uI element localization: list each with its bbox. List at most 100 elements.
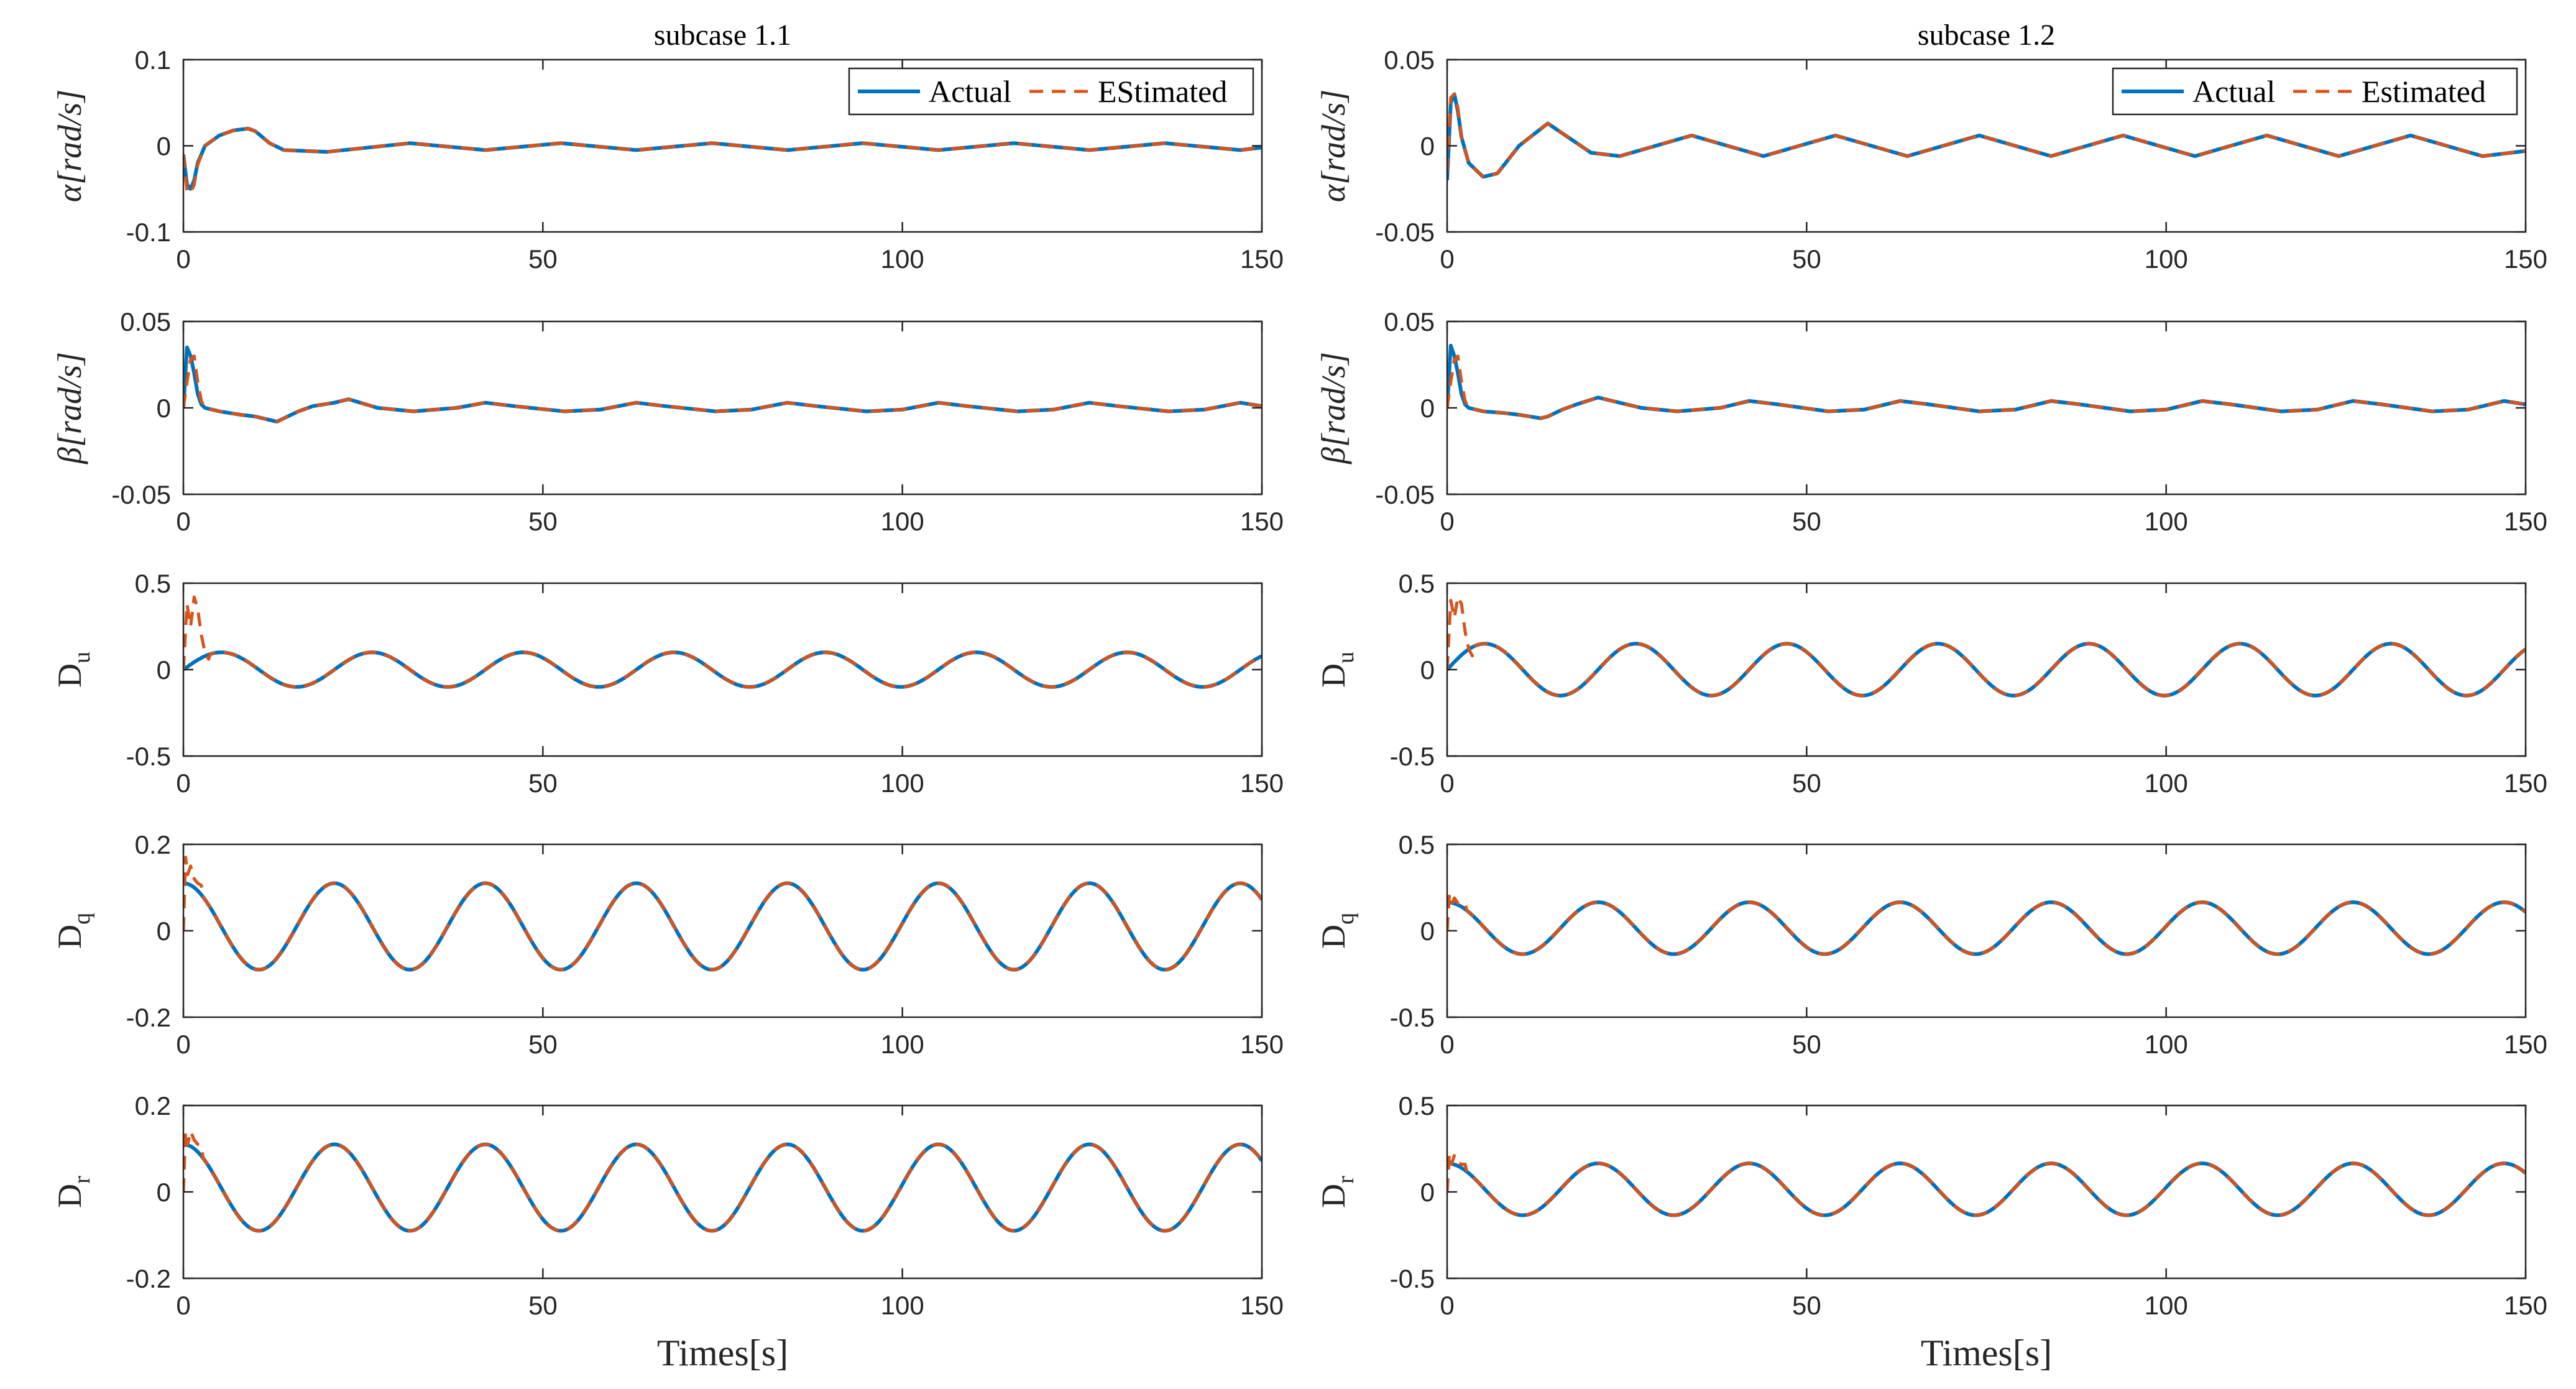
series-line-estimated [183,127,1262,195]
y-axis-label: Dr [1315,1176,1359,1208]
x-tick-label: 100 [2145,1291,2188,1320]
legend-label-estimated: Estimated [2362,74,2486,109]
series-line-actual [1447,900,2526,956]
axes-box [182,843,1263,1018]
x-tick-label: 0 [1440,507,1454,536]
y-tick-label: -0.5 [126,742,171,771]
x-tick-label: 0 [1440,768,1454,798]
axes-box [1446,320,2527,496]
y-tick-label: -0.5 [1390,742,1435,771]
x-tick-label: 50 [1792,1291,1821,1320]
series-line-estimated [1447,354,2526,420]
x-tick-label: 50 [528,244,558,274]
y-tick-label: -0.2 [126,1264,171,1293]
legend: Actual EStimated [848,67,1254,116]
axes-box [1446,843,2527,1018]
legend: Actual Estimated [2112,67,2518,116]
subplot-5: 0 50 100 150-0.500.5Du [51,569,1284,798]
y-tick-label: 0.05 [120,307,171,336]
y-tick-label: 0.1 [135,45,171,75]
x-tick-label: 0 [1440,1291,1454,1320]
y-tick-label: 0.05 [1384,45,1435,75]
y-axis-label: Dr [51,1176,95,1208]
y-tick-label: 0 [157,394,171,423]
subplot-title: subcase 1.2 [1918,19,2055,52]
x-tick-label: 100 [2145,768,2188,798]
x-axis-label: Times[s] [657,1332,788,1373]
y-tick-label: -0.2 [126,1003,171,1032]
subplot-title: subcase 1.1 [654,19,791,52]
y-tick-label: -0.05 [1375,480,1435,509]
x-tick-label: 100 [881,244,924,274]
legend-label-actual: Actual [929,74,1011,109]
y-axis-label: β̇[rad/s] [1315,352,1352,464]
series-line-actual [183,1142,1262,1233]
y-tick-label: 0 [157,916,171,946]
series-line-estimated [183,856,1262,971]
y-tick-label: 0.5 [1399,830,1435,859]
x-tick-label: 150 [1240,1291,1284,1320]
x-tick-label: 100 [881,1291,924,1320]
x-tick-label: 150 [1240,768,1284,798]
x-tick-label: 100 [881,768,924,798]
y-tick-label: 0 [1420,655,1435,685]
x-tick-label: 100 [881,1030,924,1059]
y-tick-label: 0.5 [1399,569,1435,598]
y-tick-label: 0 [1420,394,1435,423]
x-tick-label: 150 [2504,1030,2547,1059]
y-tick-label: 0.5 [1399,1091,1435,1120]
y-axis-label: α̇[rad/s] [51,90,88,202]
series-line-estimated [183,595,1262,689]
x-tick-label: 50 [528,1291,558,1320]
y-axis-label: α̇[rad/s] [1315,90,1352,202]
series-line-estimated [1447,894,2526,956]
axes-box [182,320,1263,496]
y-tick-label: 0 [157,132,171,161]
subplot-8: 0 50 100 150-0.500.5Dq [1315,830,2547,1059]
x-tick-label: 0 [176,1291,190,1320]
y-tick-label: 0.2 [135,830,171,859]
subplot-6: 0 50 100 150-0.500.5Du [1315,569,2547,798]
y-tick-label: -0.05 [111,480,171,509]
y-axis-label: Dq [1315,913,1359,949]
y-tick-label: 0 [1420,132,1435,161]
series-line-actual [1447,343,2526,420]
series-line-estimated [183,1130,1262,1232]
x-tick-label: 100 [2145,1030,2188,1059]
y-tick-label: 0.5 [135,569,171,598]
x-tick-label: 100 [2145,507,2188,536]
x-tick-label: 0 [1440,1030,1454,1059]
series-line-estimated [1447,92,2526,178]
subplot-7: 0 50 100 150-0.200.2Dq [51,830,1284,1059]
y-axis-label: Du [51,652,95,688]
x-tick-label: 0 [176,768,190,798]
series-line-actual [183,881,1262,972]
series-line-estimated [1447,1152,2526,1217]
x-tick-label: 150 [2504,768,2547,798]
y-tick-label: 0 [1420,916,1435,946]
x-tick-label: 100 [881,507,924,536]
legend-label-estimated: EStimated [1098,74,1227,109]
y-tick-label: 0 [1420,1178,1435,1207]
x-tick-label: 50 [1792,768,1821,798]
series-line-actual [183,126,1262,191]
y-tick-label: 0 [157,655,171,685]
x-tick-label: 0 [176,1030,190,1059]
y-axis-label: Dq [51,913,95,949]
y-axis-label: Du [1315,652,1359,688]
x-tick-label: 50 [1792,244,1821,274]
axes-box [182,582,1263,757]
series-line-estimated [1447,595,2526,698]
axes-box [1446,1104,2527,1280]
x-tick-label: 100 [2145,244,2188,274]
y-tick-label: 0.2 [135,1091,171,1120]
series-line-actual [1447,642,2526,698]
y-tick-label: 0 [157,1178,171,1207]
x-tick-label: 150 [1240,244,1284,274]
legend-label-actual: Actual [2192,74,2275,109]
